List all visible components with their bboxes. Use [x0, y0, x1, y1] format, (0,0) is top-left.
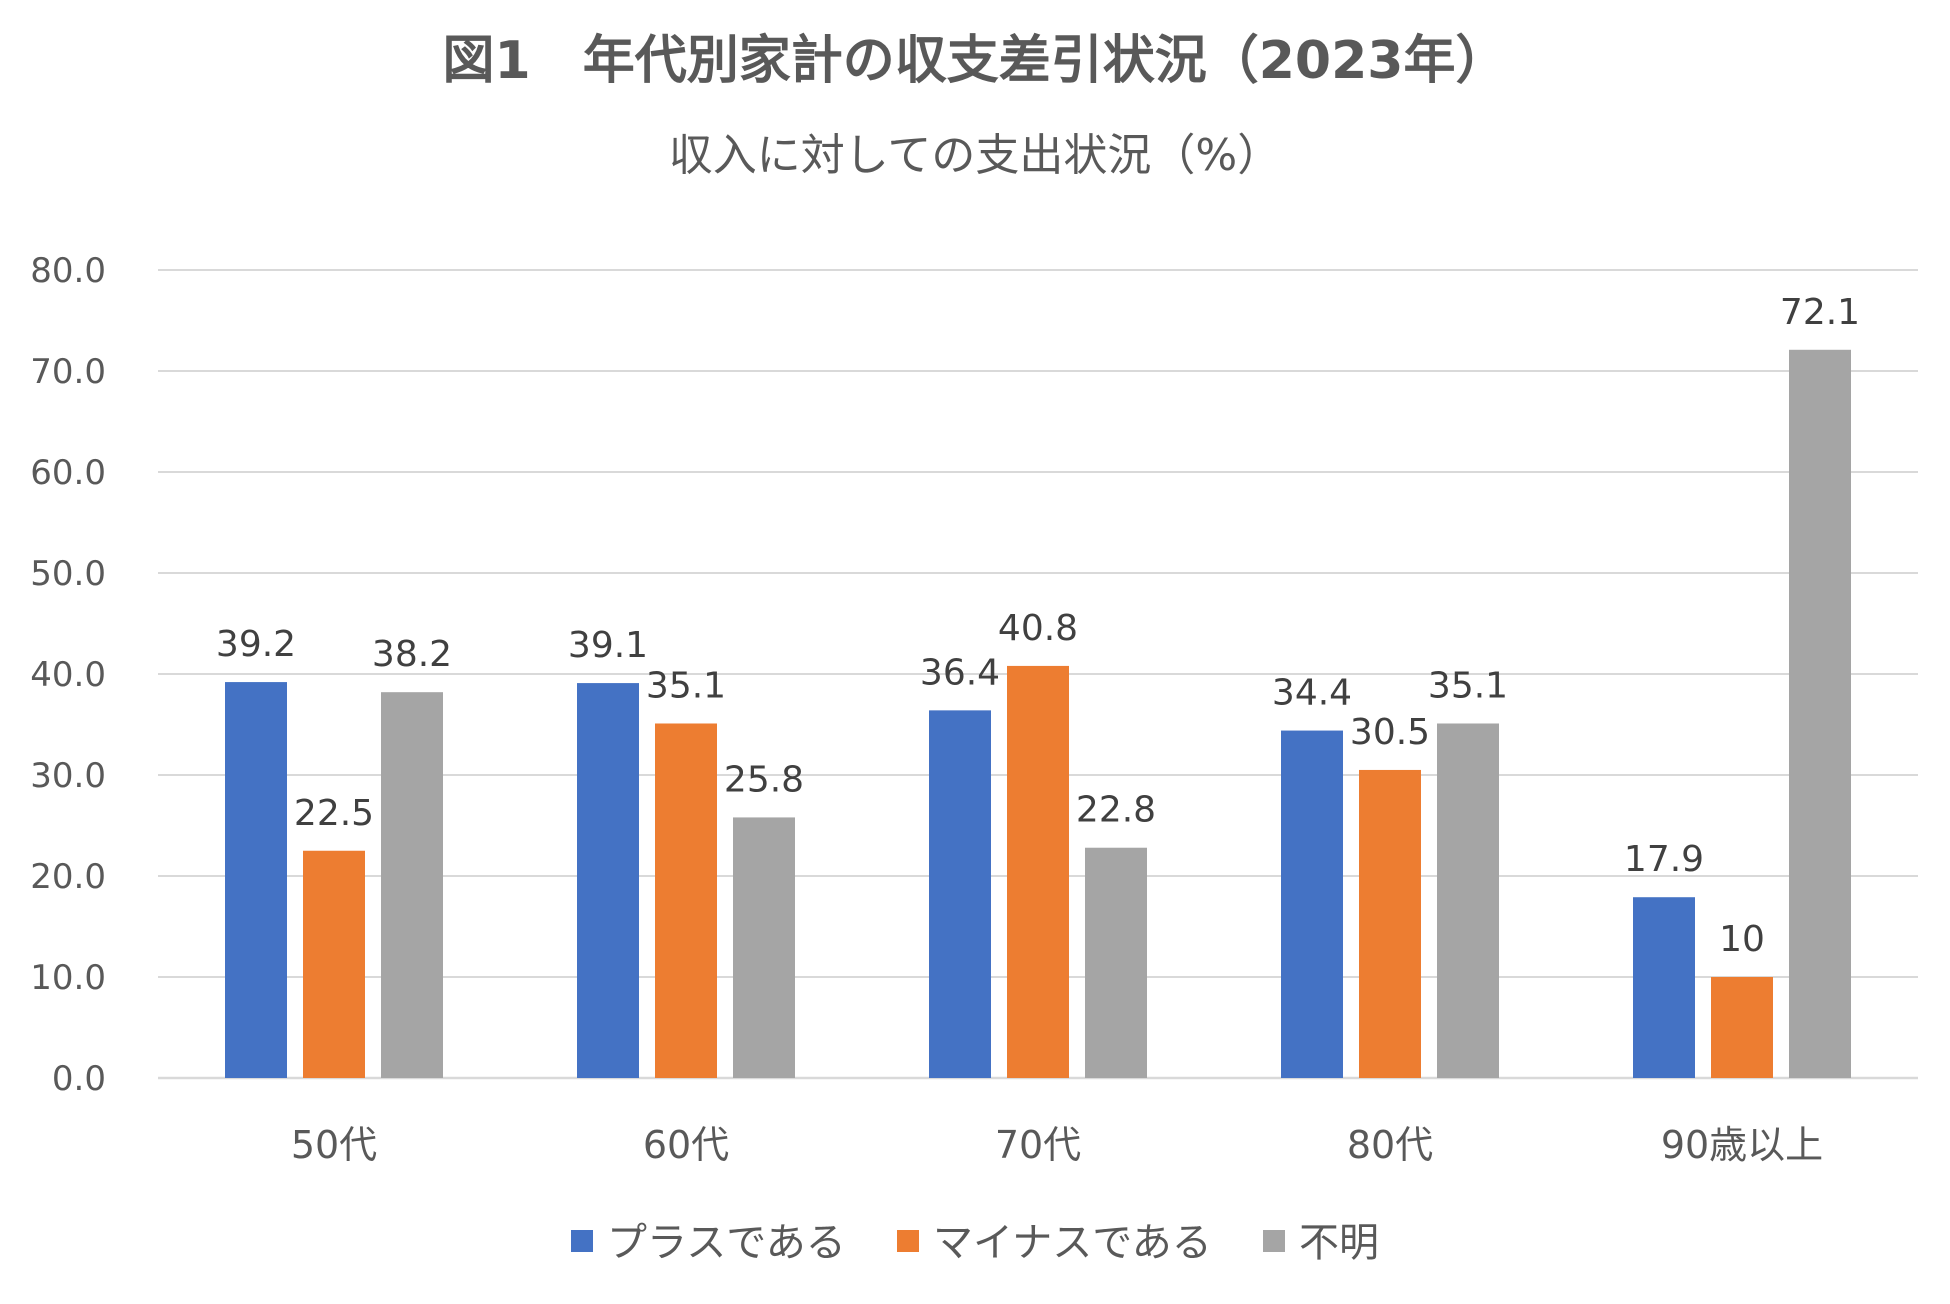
y-tick-label: 30.0	[30, 756, 106, 796]
data-label: 39.1	[568, 625, 648, 666]
bar	[1633, 897, 1695, 1078]
bar	[303, 850, 365, 1078]
data-label: 22.8	[1076, 790, 1156, 831]
bar	[1711, 977, 1773, 1078]
data-label: 72.1	[1780, 292, 1860, 333]
chart-subtitle: 収入に対しての支出状況（%）	[669, 130, 1282, 181]
data-label: 25.8	[724, 759, 804, 800]
y-tick-label: 0.0	[52, 1059, 106, 1099]
y-tick-label: 40.0	[30, 655, 106, 695]
bar	[381, 692, 443, 1078]
data-label: 17.9	[1624, 839, 1704, 880]
y-tick-label: 20.0	[30, 857, 106, 897]
legend: プラスである マイナスである 不明	[571, 1220, 1379, 1266]
legend-label: プラスである	[607, 1220, 846, 1266]
legend-item: 不明	[1263, 1220, 1379, 1266]
bar	[1007, 665, 1069, 1078]
data-label: 34.4	[1272, 673, 1352, 714]
bar	[1789, 349, 1851, 1078]
bar	[1281, 730, 1343, 1078]
data-label: 35.1	[646, 665, 726, 706]
bar	[1085, 847, 1147, 1078]
legend-swatch	[571, 1230, 593, 1252]
data-label: 10	[1719, 919, 1765, 960]
legend-swatch	[897, 1230, 919, 1252]
data-labels: 39.222.538.2 39.135.125.836.440.822.834.4…	[216, 292, 1860, 960]
legend-item: マイナスである	[897, 1220, 1212, 1266]
y-tick-label: 60.0	[30, 453, 106, 493]
y-tick-label: 10.0	[30, 958, 106, 998]
bars	[225, 349, 1851, 1078]
bar	[655, 723, 717, 1078]
bar	[1359, 769, 1421, 1078]
data-label: 30.5	[1350, 712, 1430, 753]
bar	[225, 682, 287, 1078]
x-axis-category-labels: 50代 60代 70代 80代 90歳以上	[291, 1123, 1823, 1167]
data-label: 36.4	[920, 652, 1000, 693]
bar	[733, 817, 795, 1078]
y-tick-label: 80.0	[30, 251, 106, 291]
data-label: 35.1	[1428, 665, 1508, 706]
x-category-label: 60代	[643, 1123, 729, 1167]
x-category-label: 90歳以上	[1661, 1123, 1823, 1167]
legend-label: マイナスである	[933, 1220, 1212, 1266]
legend-swatch	[1263, 1230, 1285, 1252]
data-label: 40.8	[998, 608, 1078, 649]
bar	[929, 710, 991, 1078]
y-tick-label: 50.0	[30, 554, 106, 594]
legend-label: 不明	[1299, 1220, 1379, 1266]
data-label: 22.5	[294, 793, 374, 834]
x-category-label: 80代	[1347, 1123, 1433, 1167]
bar	[577, 683, 639, 1078]
chart-title: 図1 年代別家計の収支差引状況（2023年）	[443, 31, 1508, 91]
data-label: 39.2	[216, 624, 296, 665]
x-category-label: 50代	[291, 1123, 377, 1167]
bar	[1437, 723, 1499, 1078]
x-category-label: 70代	[995, 1123, 1081, 1167]
y-tick-label: 70.0	[30, 352, 106, 392]
y-axis-tick-labels: 0.0 10.0 20.0 30.0 40.0 50.0 60.0 70.0 80.0	[30, 251, 106, 1099]
data-label: 38.2	[372, 634, 452, 675]
legend-item: プラスである	[571, 1220, 846, 1266]
